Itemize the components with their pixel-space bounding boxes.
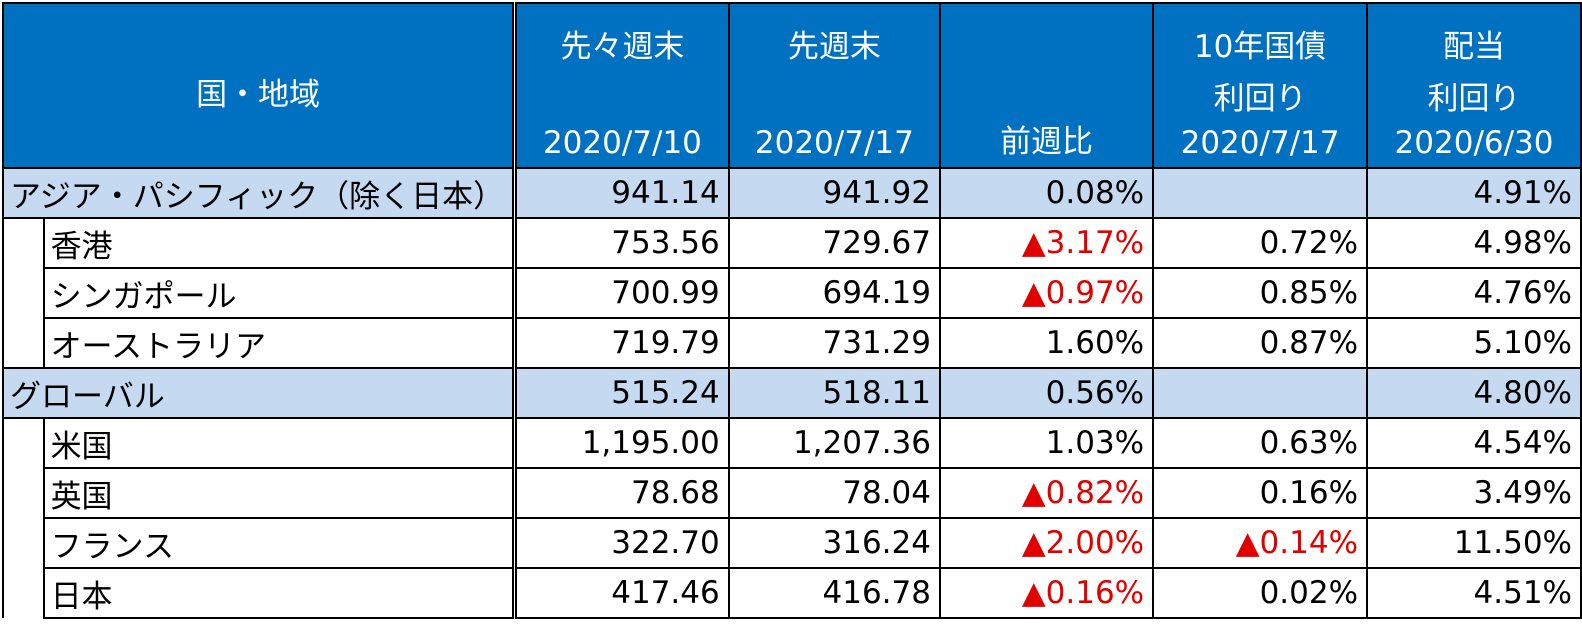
group-row: グローバル 515.24 518.11 0.56% 4.80% [2,367,1582,419]
value-cell: 1.60% [938,317,1155,369]
value-cell: 518.11 [727,367,942,419]
header-lines: 国・地域 [8,21,508,161]
value-cell: 941.14 [513,167,730,219]
value-cell: 417.46 [513,567,730,619]
value-cell: 0.85% [1152,267,1369,319]
value-cell: 731.29 [727,317,942,369]
indent-strip [2,218,45,268]
value-cell: 4.80% [1366,367,1582,419]
value-cell: 4.91% [1366,167,1582,219]
data-table: 国・地域 先々週末 2020/7/10 先週末 2020/7/17 前週比 10年国債利回り… [2,2,1582,619]
value-cell: 416.78 [727,567,942,619]
header-lines: 先々週末 2020/7/10 [521,21,724,161]
value-cell: ▲0.82% [938,467,1155,519]
item-row: シンガポール 700.99 694.19 ▲0.97% 0.85% 4.76% [2,267,1582,319]
header-cell: 前週比 [938,2,1155,169]
indent-strip [2,468,45,518]
group-name: グローバル [2,367,518,419]
header-text: 利回り [1213,81,1307,117]
value-cell: 322.70 [513,517,730,569]
header-text: 国・地域 [196,76,321,113]
value-cell: ▲0.16% [938,567,1155,619]
value-cell: 515.24 [513,367,730,419]
header-cell: 国・地域 [2,2,518,169]
item-name: 香港 [42,217,518,269]
indent-strip [2,318,45,368]
header-cell: 先々週末 2020/7/10 [513,2,730,169]
header-row: 国・地域 先々週末 2020/7/10 先週末 2020/7/17 前週比 10年国債利回り… [2,2,1582,169]
value-cell: 11.50% [1366,517,1582,569]
header-lines: 先週末 2020/7/17 [734,21,935,161]
value-cell: 4.51% [1366,567,1582,619]
header-text: 10年国債 [1193,29,1327,65]
value-cell: 4.76% [1366,267,1582,319]
item-row: フランス 322.70 316.24 ▲2.00% ▲0.14% 11.50% [2,517,1582,569]
header-text: 2020/7/17 [1180,125,1340,161]
header-lines: 前週比 [945,21,1148,161]
value-cell: 0.63% [1152,417,1369,469]
group-row: アジア・パシフィック（除く日本） 941.14 941.92 0.08% 4.91% [2,167,1582,219]
item-row: 日本 417.46 416.78 ▲0.16% 0.02% 4.51% [2,567,1582,619]
header-text: 先々週末 [560,29,685,65]
indent-strip [2,268,45,318]
value-cell: 1,195.00 [513,417,730,469]
header-text: 前週比 [1000,124,1094,160]
group-name: アジア・パシフィック（除く日本） [2,167,518,219]
value-cell: 0.08% [938,167,1155,219]
value-cell: 694.19 [727,267,942,319]
value-cell: 0.16% [1152,467,1369,519]
header-lines: 10年国債利回り 2020/7/17 [1158,21,1362,161]
value-cell: 4.54% [1366,417,1582,469]
value-cell: 1.03% [938,417,1155,469]
indent-strip [2,568,45,618]
header-cell: 10年国債利回り 2020/7/17 [1152,2,1369,169]
item-row: オーストラリア 719.79 731.29 1.60% 0.87% 5.10% [2,317,1582,369]
value-cell: 4.98% [1366,217,1582,269]
item-name: 英国 [42,467,518,519]
value-cell: 3.49% [1366,467,1582,519]
item-row: 英国 78.68 78.04 ▲0.82% 0.16% 3.49% [2,467,1582,519]
header-cell: 先週末 2020/7/17 [727,2,942,169]
value-cell: 0.87% [1152,317,1369,369]
value-cell [1152,167,1369,219]
value-cell: 719.79 [513,317,730,369]
value-cell: 700.99 [513,267,730,319]
item-name: オーストラリア [42,317,518,369]
header-text: 配当 [1443,29,1506,65]
header-text: 2020/7/10 [542,125,702,161]
value-cell: ▲0.14% [1152,517,1369,569]
value-cell: 0.72% [1152,217,1369,269]
item-name: 日本 [42,567,518,619]
header-text: 利回り [1427,81,1521,117]
table-body: アジア・パシフィック（除く日本） 941.14 941.92 0.08% 4.91% 香港… [2,167,1582,619]
value-cell: 0.56% [938,367,1155,419]
value-cell [1152,367,1369,419]
value-cell: 78.04 [727,467,942,519]
value-cell: 5.10% [1366,317,1582,369]
header-lines: 配当利回り 2020/6/30 [1372,21,1576,161]
indent-strip [2,518,45,568]
header-text: 先週末 [787,29,881,65]
value-cell: 78.68 [513,467,730,519]
value-cell: ▲2.00% [938,517,1155,569]
item-row: 米国 1,195.00 1,207.36 1.03% 0.63% 4.54% [2,417,1582,469]
item-row: 香港 753.56 729.67 ▲3.17% 0.72% 4.98% [2,217,1582,269]
indent-strip [2,418,45,468]
header-text: 2020/7/17 [754,125,914,161]
value-cell: 753.56 [513,217,730,269]
value-cell: 0.02% [1152,567,1369,619]
value-cell: 941.92 [727,167,942,219]
value-cell: 729.67 [727,217,942,269]
header-cell: 配当利回り 2020/6/30 [1366,2,1582,169]
value-cell: ▲0.97% [938,267,1155,319]
item-name: フランス [42,517,518,569]
value-cell: ▲3.17% [938,217,1155,269]
item-name: シンガポール [42,267,518,319]
value-cell: 1,207.36 [727,417,942,469]
item-name: 米国 [42,417,518,469]
header-text: 2020/6/30 [1394,125,1554,161]
value-cell: 316.24 [727,517,942,569]
